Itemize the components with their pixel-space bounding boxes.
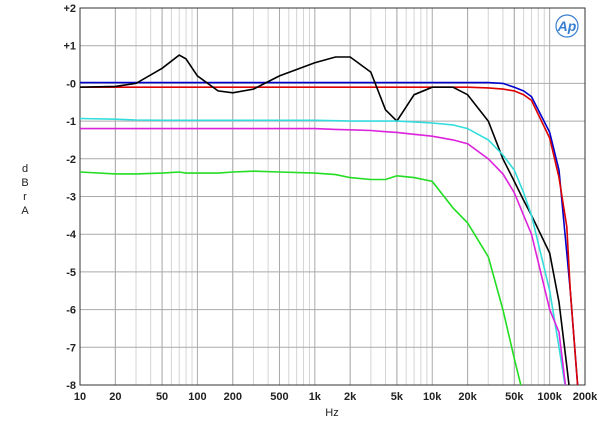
x-tick-label: 2k (344, 391, 357, 403)
x-tick-label: 5k (391, 391, 404, 403)
series-line (80, 127, 567, 385)
y-tick-label: -8 (66, 380, 76, 392)
series-line (80, 54, 570, 385)
y-axis-label: dBr A (21, 163, 30, 217)
y-tick-label: +1 (63, 41, 76, 53)
series-line (80, 86, 579, 385)
y-tick-label: -2 (66, 154, 76, 166)
y-tick-label: -1 (66, 116, 76, 128)
x-tick-label: 50k (505, 391, 524, 403)
y-tick-label: -5 (66, 267, 76, 279)
y-tick-label: +2 (63, 3, 76, 15)
x-tick-label: 200k (573, 391, 598, 403)
series-line (80, 81, 579, 385)
x-tick-label: 100k (537, 391, 562, 403)
x-tick-label: 20k (458, 391, 477, 403)
plot-area (80, 54, 579, 385)
x-tick-label: 20 (109, 391, 121, 403)
y-tick-label: -6 (66, 305, 76, 317)
x-axis-label: Hz (325, 407, 338, 419)
x-tick-label: 500 (270, 391, 288, 403)
x-tick-label: 100 (188, 391, 206, 403)
plot-border (79, 7, 586, 386)
y-tick-label: -7 (66, 342, 76, 354)
x-tick-label: 1k (309, 391, 322, 403)
logo-ring (555, 14, 579, 38)
series-line (80, 170, 522, 385)
x-tick-label: 10k (423, 391, 442, 403)
y-tick-label: -3 (66, 192, 76, 204)
y-tick-label: -4 (66, 229, 77, 241)
series-line (80, 117, 566, 385)
x-tick-label: 200 (224, 391, 242, 403)
x-tick-label: 50 (156, 391, 168, 403)
x-tick-label: 10 (74, 391, 86, 403)
y-tick-label: -0 (66, 78, 76, 90)
logo: Ap (557, 18, 577, 34)
